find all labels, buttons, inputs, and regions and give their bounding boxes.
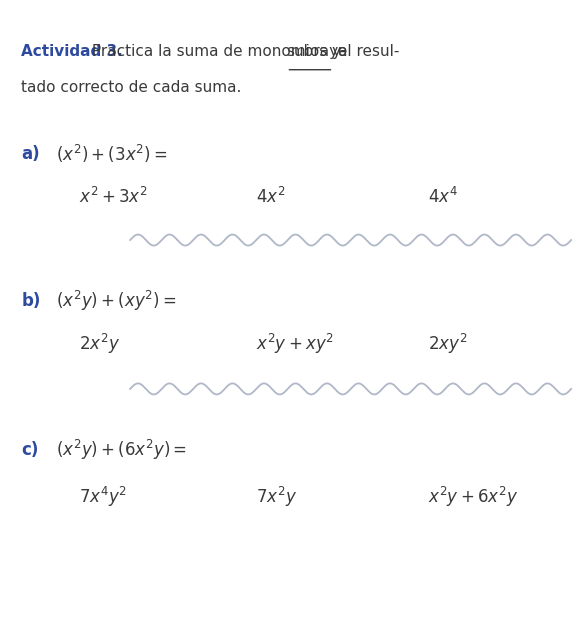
Text: $4x^4$: $4x^4$ [428, 187, 458, 207]
Text: tado correcto de cada suma.: tado correcto de cada suma. [21, 79, 242, 94]
Text: Practica la suma de monomios y: Practica la suma de monomios y [87, 44, 346, 59]
Text: $(x^2y) + (xy^2) =$: $(x^2y) + (xy^2) =$ [56, 289, 176, 314]
Text: $x^2y + 6x^2y$: $x^2y + 6x^2y$ [428, 486, 518, 509]
Text: $7x^2y$: $7x^2y$ [256, 486, 297, 509]
Text: el resul-: el resul- [333, 44, 400, 59]
Text: $2xy^2$: $2xy^2$ [428, 332, 467, 356]
Text: $(x^2) + (3x^2) =$: $(x^2) + (3x^2) =$ [56, 143, 167, 165]
Text: $4x^2$: $4x^2$ [256, 187, 286, 207]
Text: Actividad 3.: Actividad 3. [21, 44, 123, 59]
Text: $x^2 + 3x^2$: $x^2 + 3x^2$ [78, 187, 148, 207]
Text: b): b) [21, 292, 41, 310]
Text: c): c) [21, 441, 39, 459]
Text: a): a) [21, 145, 40, 163]
Text: $7x^4y^2$: $7x^4y^2$ [78, 486, 127, 509]
Text: $x^2y + xy^2$: $x^2y + xy^2$ [256, 332, 334, 356]
Text: $(x^2y) + (6x^2y) =$: $(x^2y) + (6x^2y) =$ [56, 438, 187, 462]
Text: $2x^2y$: $2x^2y$ [78, 332, 120, 356]
Text: subraya: subraya [286, 44, 348, 59]
